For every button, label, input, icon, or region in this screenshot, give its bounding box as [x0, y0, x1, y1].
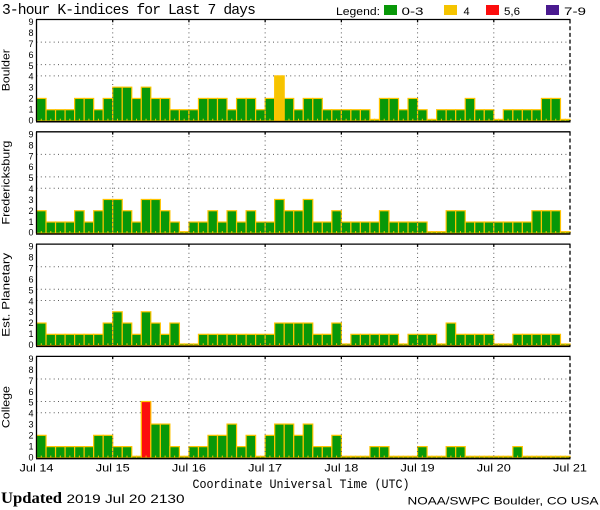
- svg-text:Jul 18: Jul 18: [324, 463, 358, 475]
- svg-text:5: 5: [28, 173, 33, 183]
- svg-text:Est. Planetary: Est. Planetary: [1, 252, 13, 337]
- svg-text:7: 7: [28, 39, 33, 49]
- svg-text:1: 1: [28, 329, 33, 339]
- svg-text:Jul 20: Jul 20: [477, 463, 511, 475]
- svg-text:7: 7: [28, 376, 33, 386]
- svg-text:9: 9: [28, 354, 33, 364]
- svg-text:6: 6: [28, 50, 33, 60]
- svg-text:4: 4: [28, 184, 33, 194]
- svg-text:2: 2: [28, 431, 33, 441]
- svg-text:1: 1: [28, 441, 33, 451]
- svg-text:Jul 19: Jul 19: [401, 463, 435, 475]
- svg-text:3: 3: [28, 420, 33, 430]
- svg-text:6: 6: [28, 275, 33, 285]
- svg-text:Legend:: Legend:: [336, 6, 380, 18]
- svg-text:2019 Jul 20 2130: 2019 Jul 20 2130: [67, 494, 185, 506]
- svg-text:2: 2: [28, 318, 33, 328]
- svg-text:4: 4: [28, 72, 33, 82]
- svg-text:2: 2: [28, 94, 33, 104]
- svg-text:1: 1: [28, 217, 33, 227]
- svg-text:8: 8: [28, 253, 33, 263]
- svg-text:5: 5: [28, 398, 33, 408]
- svg-text:0: 0: [28, 228, 33, 238]
- svg-text:1: 1: [28, 105, 33, 115]
- svg-text:0: 0: [28, 340, 33, 350]
- svg-text:9: 9: [28, 129, 33, 139]
- svg-text:NOAA/SWPC Boulder, CO USA: NOAA/SWPC Boulder, CO USA: [408, 496, 600, 508]
- svg-text:8: 8: [28, 28, 33, 38]
- svg-text:5: 5: [28, 285, 33, 295]
- svg-text:5: 5: [28, 61, 33, 71]
- svg-text:7: 7: [28, 151, 33, 161]
- svg-text:Jul 15: Jul 15: [96, 463, 130, 475]
- svg-text:Jul 21: Jul 21: [553, 463, 587, 475]
- svg-text:Updated: Updated: [1, 490, 62, 507]
- svg-text:Jul 17: Jul 17: [248, 463, 282, 475]
- svg-text:6: 6: [28, 162, 33, 172]
- svg-text:Jul 14: Jul 14: [20, 463, 54, 475]
- svg-text:5,6: 5,6: [504, 6, 520, 18]
- svg-text:9: 9: [28, 17, 33, 27]
- svg-text:0-3: 0-3: [402, 6, 424, 18]
- svg-text:Fredericksburg: Fredericksburg: [1, 141, 13, 225]
- svg-text:4: 4: [464, 6, 470, 18]
- svg-text:6: 6: [28, 387, 33, 397]
- svg-text:8: 8: [28, 140, 33, 150]
- svg-text:4: 4: [28, 296, 33, 306]
- svg-text:0: 0: [28, 452, 33, 462]
- svg-text:3: 3: [28, 195, 33, 205]
- svg-text:4: 4: [28, 409, 33, 419]
- svg-text:8: 8: [28, 365, 33, 375]
- svg-text:Jul 16: Jul 16: [172, 463, 206, 475]
- svg-text:3-hour K-indices for Last 7 da: 3-hour K-indices for Last 7 days: [2, 2, 255, 19]
- svg-text:2: 2: [28, 206, 33, 216]
- svg-text:Coordinate Universal Time (UTC: Coordinate Universal Time (UTC): [193, 477, 410, 492]
- svg-text:7-9: 7-9: [564, 6, 586, 18]
- svg-text:9: 9: [28, 242, 33, 252]
- svg-text:3: 3: [28, 307, 33, 317]
- svg-text:7: 7: [28, 264, 33, 274]
- svg-text:Boulder: Boulder: [1, 49, 13, 91]
- svg-text:0: 0: [28, 115, 33, 125]
- svg-text:College: College: [1, 386, 13, 428]
- svg-text:3: 3: [28, 83, 33, 93]
